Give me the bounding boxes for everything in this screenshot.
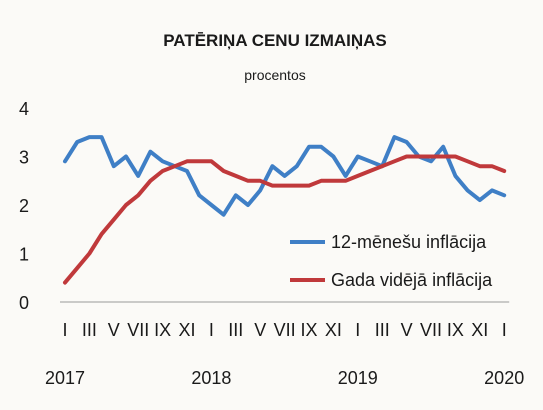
chart-subtitle: procentos <box>244 67 305 83</box>
chart-title: PATĒRIŅA CENU IZMAIŅAS <box>163 31 387 50</box>
year-label: 2018 <box>191 368 231 388</box>
x-tick-label: VII <box>127 320 149 340</box>
x-tick-label: I <box>209 320 214 340</box>
x-tick-label: V <box>401 320 413 340</box>
legend: 12-mēnešu inflācija Gada vidējā inflācija <box>290 232 493 290</box>
x-tick-label: VII <box>274 320 296 340</box>
x-tick-label: VII <box>420 320 442 340</box>
series-line-monthly-inflation <box>63 135 507 217</box>
year-label: 2017 <box>45 368 85 388</box>
y-tick-label: 2 <box>19 196 29 216</box>
x-tick-label: XI <box>471 320 488 340</box>
y-tick-label: 3 <box>19 148 29 168</box>
year-label: 2020 <box>484 368 524 388</box>
x-tick-label: III <box>375 320 390 340</box>
series-line-annual-average-inflation <box>63 154 507 285</box>
x-tick-label: III <box>82 320 97 340</box>
x-tick-label: V <box>254 320 266 340</box>
x-tick-label: IX <box>447 320 464 340</box>
x-tick-label: IX <box>154 320 171 340</box>
x-tick-label: I <box>62 320 67 340</box>
y-tick-label: 0 <box>19 293 29 313</box>
x-tick-label: XI <box>325 320 342 340</box>
x-tick-label: I <box>502 320 507 340</box>
x-tick-label: XI <box>178 320 195 340</box>
x-tick-label: III <box>228 320 243 340</box>
legend-label: 12-mēnešu inflācija <box>331 232 487 252</box>
x-tick-label: I <box>355 320 360 340</box>
y-tick-label: 4 <box>19 99 29 119</box>
y-tick-label: 1 <box>19 245 29 265</box>
legend-label: Gada vidējā inflācija <box>331 270 493 290</box>
series-layer <box>63 135 507 285</box>
x-tick-label: IX <box>300 320 317 340</box>
year-label: 2019 <box>338 368 378 388</box>
x-tick-label: V <box>108 320 120 340</box>
